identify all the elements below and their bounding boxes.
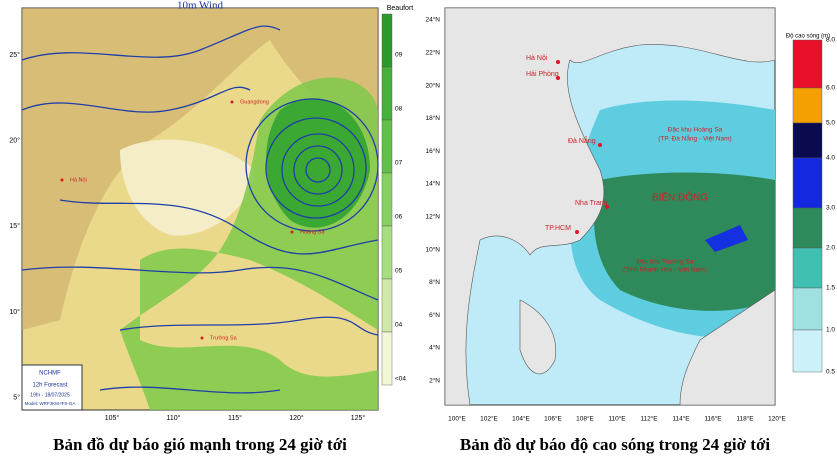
scale-tick: 3.0 — [826, 205, 835, 212]
lon-label: 110°E — [608, 415, 626, 423]
lon-label: 120°E — [768, 415, 786, 423]
scale-swatch — [792, 247, 823, 289]
place-label: Guangdong — [240, 99, 269, 105]
place-dot — [556, 76, 560, 80]
sea-name: BIỂN ĐÔNG — [652, 191, 708, 204]
scale-tick: 1.5 — [826, 285, 835, 292]
scale-tick: 8.0 — [826, 37, 835, 44]
scale-title: Beaufort — [387, 5, 414, 12]
lat-label: 15° — [9, 222, 20, 230]
lat-label: 20°N — [425, 81, 440, 89]
scale-swatch — [792, 87, 823, 124]
place-dot — [230, 100, 234, 104]
lon-label: 106°E — [544, 415, 562, 423]
scale-swatch — [381, 66, 393, 121]
scale-swatch — [792, 287, 823, 331]
place-label: Đà Nẵng — [568, 136, 596, 145]
lat-label: 4°N — [429, 344, 440, 352]
scale-tick: 09 — [395, 52, 403, 59]
place-label: Trường Sa — [210, 335, 238, 341]
lat-label: 8°N — [429, 278, 440, 286]
scale-tick: 2.0 — [826, 245, 835, 252]
lon-label: 104°E — [512, 415, 530, 423]
place-label: Nha Trang — [575, 200, 608, 207]
lon-label: 102°E — [480, 415, 498, 423]
scale-swatch — [792, 157, 823, 209]
scale-tick: 06 — [395, 214, 403, 221]
lon-label: 125° — [351, 414, 366, 422]
time: 19hr - 18/07/2025 — [30, 392, 70, 398]
lat-label: 20° — [9, 137, 20, 145]
lon-label: 118°E — [736, 415, 754, 423]
paracel: Đặc khu Hoàng Sa — [668, 127, 723, 134]
scale-tick: 5.0 — [826, 120, 835, 127]
scale-tick: 04 — [395, 322, 403, 329]
scale-swatch — [381, 225, 393, 280]
lat-label: 16°N — [425, 147, 440, 155]
scale-swatch — [792, 207, 823, 249]
scale-tick: 6.0 — [826, 85, 835, 92]
place-label: Hà Nội — [70, 177, 87, 183]
paracel-note: (TP. Đà Nẵng - Việt Nam) — [658, 134, 731, 143]
lon-label: 105° — [105, 414, 120, 422]
lon-label: 114°E — [672, 415, 690, 423]
scale-swatch — [381, 13, 393, 68]
logo: NCHMF — [39, 371, 61, 377]
place-dot — [605, 205, 609, 209]
scale-tick: 1.0 — [826, 327, 835, 334]
lat-label: 6°N — [429, 311, 440, 319]
scale-tick: <04 — [395, 376, 406, 383]
place-dot — [575, 230, 579, 234]
scale-tick: 08 — [395, 106, 403, 113]
place-dot — [556, 60, 560, 64]
lat-label: 2°N — [429, 377, 440, 385]
place-label: Hải Phòng — [526, 71, 559, 78]
scale-title: Độ cao sóng (m) — [786, 34, 830, 40]
lat-label: 18°N — [425, 114, 440, 122]
place-dot — [60, 178, 64, 182]
lat-label: 22°N — [425, 49, 440, 57]
map-title: 10m Wind — [177, 0, 224, 12]
lat-label: 12°N — [425, 213, 440, 221]
place-label: TP.HCM — [545, 225, 571, 232]
place-dot — [200, 336, 204, 340]
place-dot — [598, 143, 602, 147]
model: Model: WRF3KM-IFS-GA — [25, 401, 76, 406]
scale-swatch — [381, 172, 393, 227]
lat-label: 5° — [13, 394, 20, 402]
lat-label: 25° — [9, 51, 20, 59]
scale-swatch — [792, 122, 823, 159]
scale-swatch — [381, 331, 393, 386]
scale-swatch — [792, 39, 823, 89]
scale-tick: 05 — [395, 268, 403, 275]
lat-label: 10°N — [425, 245, 440, 253]
scale-tick: 4.0 — [826, 155, 835, 162]
lon-label: 112°E — [640, 415, 658, 423]
lat-label: 10° — [9, 308, 20, 316]
scale-tick: 0.5 — [826, 369, 835, 376]
wind-map: 10m Wind NCHMF 12h Forecast 19hr - 18/07… — [21, 0, 414, 411]
caption: Bản đồ dự báo gió mạnh trong 24 giờ tới — [53, 435, 347, 454]
lon-label: 108°E — [576, 415, 594, 423]
lon-label: 100°E — [448, 415, 466, 423]
scale-swatch — [381, 278, 393, 333]
lat-label: 24°N — [425, 16, 440, 24]
scale-swatch — [792, 329, 823, 373]
scale-swatch — [381, 119, 393, 174]
lon-label: 110° — [167, 414, 181, 422]
wave-map: Đặc khu Hoàng Sa (TP. Đà Nẵng - Việt Nam… — [444, 7, 830, 406]
place-label: Hoàng Sa — [300, 229, 325, 235]
place-dot — [290, 230, 294, 234]
spratly: Đặc khu Trường Sa — [636, 259, 693, 266]
caption: Bản đồ dự báo độ cao sóng trong 24 giờ t… — [460, 435, 770, 454]
lon-label: 116°E — [704, 415, 722, 423]
lon-label: 115° — [228, 414, 242, 422]
spratly-note: (Tỉnh Khánh Hòa - Việt Nam) — [623, 266, 707, 274]
scale-tick: 07 — [395, 160, 403, 167]
place-label: Hà Nội — [526, 55, 548, 62]
forecast: 12h Forecast — [32, 383, 67, 389]
lon-label: 120° — [289, 414, 304, 422]
lat-label: 14°N — [425, 180, 440, 188]
